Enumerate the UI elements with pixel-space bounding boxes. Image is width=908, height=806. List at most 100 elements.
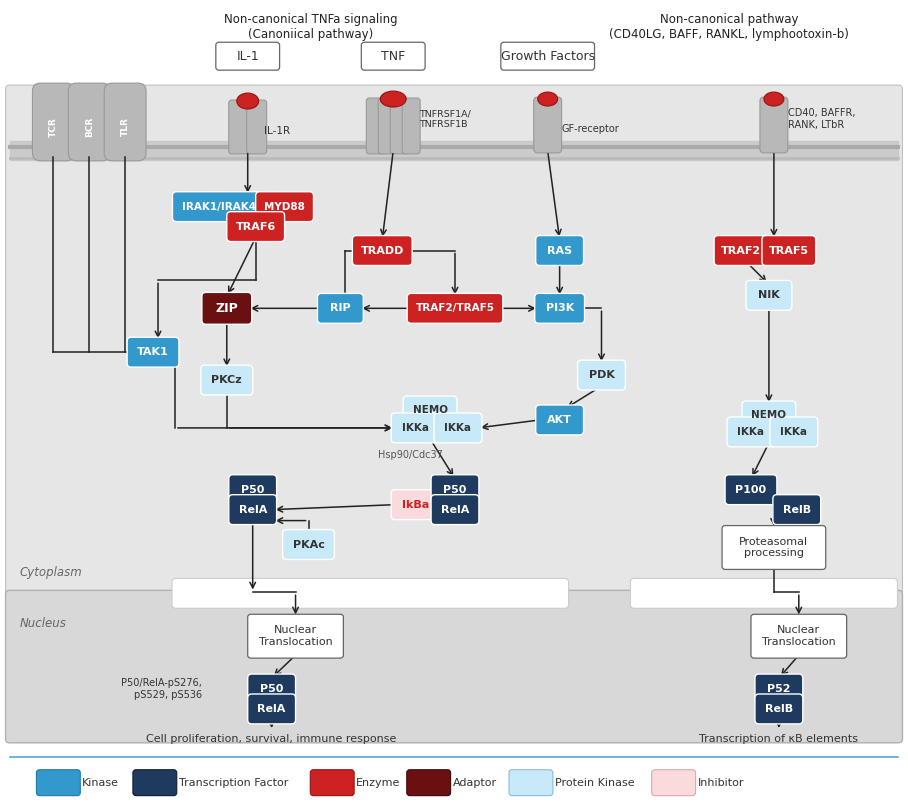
Text: Inhibitor: Inhibitor bbox=[697, 778, 744, 787]
Text: Enzyme: Enzyme bbox=[356, 778, 400, 787]
FancyBboxPatch shape bbox=[229, 495, 277, 525]
Text: IKKa: IKKa bbox=[401, 423, 429, 433]
FancyBboxPatch shape bbox=[352, 235, 412, 265]
Text: PDK: PDK bbox=[588, 370, 615, 380]
FancyBboxPatch shape bbox=[725, 475, 777, 505]
Text: P50/RelA-pS276,
pS529, pS536: P50/RelA-pS276, pS529, pS536 bbox=[121, 678, 202, 700]
Text: BCR: BCR bbox=[84, 117, 94, 137]
Text: CD40, BAFFR,
RANK, LTbR: CD40, BAFFR, RANK, LTbR bbox=[788, 108, 855, 130]
Ellipse shape bbox=[538, 92, 558, 106]
FancyBboxPatch shape bbox=[652, 770, 696, 796]
Text: RelA: RelA bbox=[440, 505, 469, 515]
FancyBboxPatch shape bbox=[501, 42, 595, 70]
FancyBboxPatch shape bbox=[727, 417, 775, 447]
FancyBboxPatch shape bbox=[535, 293, 585, 323]
FancyBboxPatch shape bbox=[379, 98, 396, 154]
FancyBboxPatch shape bbox=[751, 614, 846, 659]
Text: Protein Kinase: Protein Kinase bbox=[555, 778, 635, 787]
FancyBboxPatch shape bbox=[68, 83, 110, 161]
Text: IL-1: IL-1 bbox=[236, 50, 259, 63]
Text: TRAF5: TRAF5 bbox=[769, 246, 809, 256]
FancyBboxPatch shape bbox=[5, 85, 903, 598]
Text: IKKa: IKKa bbox=[780, 427, 807, 437]
FancyBboxPatch shape bbox=[402, 98, 420, 154]
Text: RelA: RelA bbox=[258, 704, 286, 714]
Text: Non-canonical pathway
(CD40LG, BAFF, RANKL, lymphootoxin-b): Non-canonical pathway (CD40LG, BAFF, RAN… bbox=[609, 14, 849, 41]
Text: NIK: NIK bbox=[758, 290, 780, 301]
FancyBboxPatch shape bbox=[282, 530, 334, 559]
FancyBboxPatch shape bbox=[755, 674, 803, 704]
Text: Cell proliferation, survival, immune response: Cell proliferation, survival, immune res… bbox=[146, 733, 397, 744]
FancyBboxPatch shape bbox=[172, 579, 568, 609]
FancyBboxPatch shape bbox=[173, 192, 265, 222]
Text: Nucleus: Nucleus bbox=[19, 617, 66, 630]
FancyBboxPatch shape bbox=[133, 770, 177, 796]
FancyBboxPatch shape bbox=[201, 365, 252, 395]
FancyBboxPatch shape bbox=[760, 97, 788, 153]
FancyBboxPatch shape bbox=[247, 100, 267, 154]
FancyBboxPatch shape bbox=[762, 235, 815, 265]
FancyBboxPatch shape bbox=[536, 405, 584, 435]
Text: TRADD: TRADD bbox=[360, 246, 404, 256]
Text: PKCz: PKCz bbox=[212, 375, 242, 385]
Text: Proteasomal
processing: Proteasomal processing bbox=[739, 537, 808, 559]
Text: PI3K: PI3K bbox=[546, 303, 574, 314]
FancyBboxPatch shape bbox=[248, 674, 295, 704]
Text: IkBa: IkBa bbox=[401, 500, 429, 509]
FancyBboxPatch shape bbox=[248, 614, 343, 659]
Ellipse shape bbox=[764, 92, 784, 106]
FancyBboxPatch shape bbox=[391, 413, 439, 442]
FancyBboxPatch shape bbox=[227, 212, 284, 242]
Text: NEMO: NEMO bbox=[752, 410, 786, 420]
FancyBboxPatch shape bbox=[229, 100, 249, 154]
FancyBboxPatch shape bbox=[366, 98, 384, 154]
Text: IKKa: IKKa bbox=[445, 423, 471, 433]
FancyBboxPatch shape bbox=[311, 770, 354, 796]
Text: Nuclear
Translocation: Nuclear Translocation bbox=[762, 625, 835, 647]
Text: P50: P50 bbox=[260, 684, 283, 694]
FancyBboxPatch shape bbox=[755, 694, 803, 724]
Text: PKAc: PKAc bbox=[292, 539, 324, 550]
Text: IKKa: IKKa bbox=[737, 427, 765, 437]
Text: IRAK1/IRAK4: IRAK1/IRAK4 bbox=[182, 202, 256, 212]
FancyBboxPatch shape bbox=[248, 694, 295, 724]
Text: TLR: TLR bbox=[121, 118, 130, 136]
Text: Transcription Factor: Transcription Factor bbox=[179, 778, 288, 787]
FancyBboxPatch shape bbox=[630, 579, 897, 609]
Ellipse shape bbox=[237, 93, 259, 109]
FancyBboxPatch shape bbox=[216, 42, 280, 70]
Text: AKT: AKT bbox=[548, 415, 572, 425]
FancyBboxPatch shape bbox=[714, 235, 768, 265]
FancyBboxPatch shape bbox=[391, 490, 439, 520]
Text: P100: P100 bbox=[735, 484, 766, 495]
Text: RelA: RelA bbox=[239, 505, 267, 515]
FancyBboxPatch shape bbox=[577, 360, 626, 390]
FancyBboxPatch shape bbox=[229, 475, 277, 505]
FancyBboxPatch shape bbox=[773, 495, 821, 525]
FancyBboxPatch shape bbox=[534, 97, 562, 153]
Text: Non-canonical TNFa signaling
(Canoniical pathway): Non-canonical TNFa signaling (Canoniical… bbox=[223, 14, 398, 41]
Text: TRAF6: TRAF6 bbox=[235, 222, 276, 231]
Text: P50: P50 bbox=[443, 484, 467, 495]
Text: Hsp90/Cdc37: Hsp90/Cdc37 bbox=[379, 450, 443, 459]
FancyBboxPatch shape bbox=[770, 417, 818, 447]
FancyBboxPatch shape bbox=[742, 401, 795, 429]
Text: ZIP: ZIP bbox=[215, 301, 238, 315]
FancyBboxPatch shape bbox=[33, 83, 74, 161]
Text: Kinase: Kinase bbox=[83, 778, 119, 787]
Text: MYD88: MYD88 bbox=[264, 202, 305, 212]
FancyBboxPatch shape bbox=[536, 235, 584, 265]
FancyBboxPatch shape bbox=[318, 293, 363, 323]
FancyBboxPatch shape bbox=[403, 396, 457, 424]
Text: NEMO: NEMO bbox=[412, 405, 448, 415]
Text: TCR: TCR bbox=[49, 117, 58, 137]
Text: TRAF2/TRAF5: TRAF2/TRAF5 bbox=[416, 303, 495, 314]
FancyBboxPatch shape bbox=[431, 495, 479, 525]
FancyBboxPatch shape bbox=[202, 293, 252, 324]
FancyBboxPatch shape bbox=[5, 590, 903, 743]
FancyBboxPatch shape bbox=[361, 42, 425, 70]
FancyBboxPatch shape bbox=[434, 413, 482, 442]
FancyBboxPatch shape bbox=[127, 337, 179, 367]
Text: GF-receptor: GF-receptor bbox=[562, 124, 619, 134]
FancyBboxPatch shape bbox=[407, 770, 450, 796]
